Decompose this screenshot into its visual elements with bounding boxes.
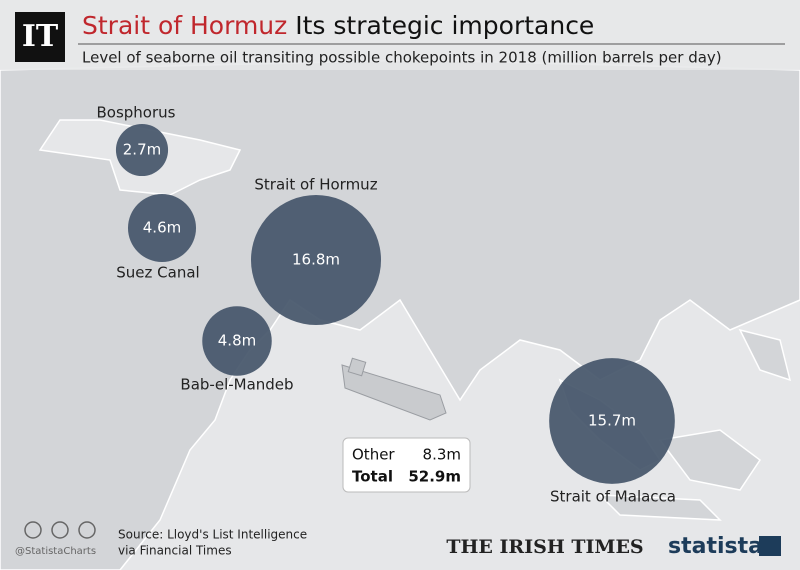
- bubble: [250, 194, 382, 326]
- bubble: [127, 193, 197, 263]
- bubble-value: 4.6m: [143, 219, 181, 237]
- summary-value: 8.3m: [423, 446, 461, 464]
- summary-box: [342, 437, 471, 493]
- summary-value: 52.9m: [408, 468, 461, 486]
- title-rest: Its strategic importance: [295, 11, 594, 40]
- title: Strait of Hormuz Its strategic importanc…: [82, 11, 594, 40]
- bubble-value: 4.8m: [218, 332, 256, 350]
- brand: statista: [668, 534, 763, 559]
- publisher: THE IRISH TIMES: [446, 536, 643, 558]
- bubble: [202, 306, 272, 376]
- bubble-name: Strait of Hormuz: [254, 176, 377, 194]
- summary-label: Total: [352, 468, 393, 486]
- summary: Other 8.3m Total 52.9m: [352, 446, 461, 486]
- license-icons: [24, 521, 96, 539]
- source-line: Source: Lloyd's List Intelligence: [118, 528, 307, 542]
- summary-label: Other: [352, 446, 395, 464]
- handle: @StatistaCharts: [15, 546, 96, 557]
- bubble-name: Suez Canal: [116, 264, 199, 282]
- bubble: [115, 123, 169, 177]
- bubble-value: 2.7m: [123, 141, 161, 159]
- bubble-name: Bab-el-Mandeb: [180, 376, 293, 394]
- header-band: [0, 0, 800, 70]
- ship: [341, 357, 447, 421]
- subtitle: Level of seaborne oil transiting possibl…: [82, 49, 722, 67]
- logo-box: [15, 12, 65, 62]
- source-line: via Financial Times: [118, 544, 232, 558]
- land: [0, 59, 800, 570]
- brand-logo: [759, 536, 781, 556]
- bubble: [549, 358, 675, 484]
- bubble-name: Strait of Malacca: [550, 488, 676, 506]
- bubbles: 2.7m Bosphorus 4.6m Suez Canal 16.8m Strait o…: [97, 104, 676, 506]
- logo: IT: [22, 19, 59, 54]
- bubble-value: 15.7m: [588, 412, 636, 430]
- bubble-name: Bosphorus: [97, 104, 176, 122]
- bubble-value: 16.8m: [292, 251, 340, 269]
- title-highlight: Strait of Hormuz: [82, 11, 287, 40]
